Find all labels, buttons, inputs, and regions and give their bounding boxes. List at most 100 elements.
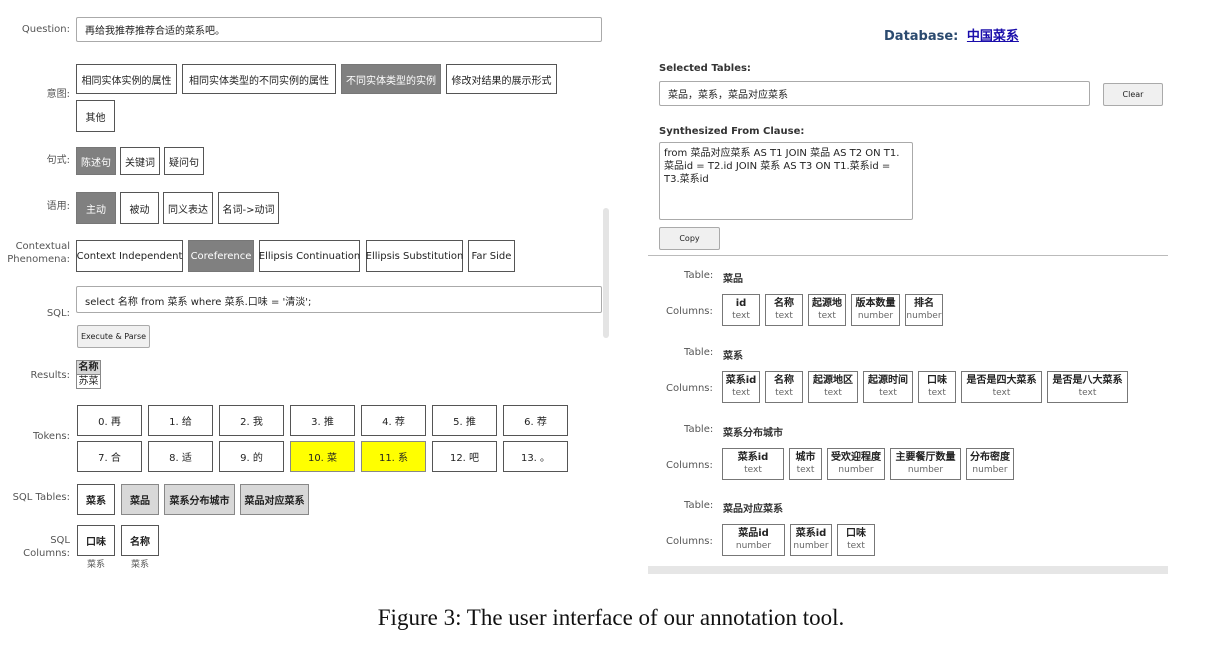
sql-input[interactable]: select 名称 from 菜系 where 菜系.口味 = '清淡'; [76, 286, 602, 313]
selected-tables-label: Selected Tables: [659, 63, 751, 74]
column-2-0[interactable]: 菜系id text [722, 448, 784, 480]
token-5[interactable]: 5. 推 [432, 405, 497, 436]
sql-table-3[interactable]: 菜品对应菜系 [240, 484, 309, 515]
sql-table-2[interactable]: 菜系分布城市 [164, 484, 235, 515]
sql-column-0[interactable]: 口味 [77, 525, 115, 556]
execute-parse-button[interactable]: Execute & Parse [77, 325, 150, 348]
figure-caption: Figure 3: The user interface of our anno… [377, 605, 845, 630]
table-name-0: 菜品 [723, 274, 743, 285]
column-name: id [735, 298, 747, 309]
column-name: 受欢迎程度 [831, 452, 881, 463]
column-1-5[interactable]: 是否是四大菜系 text [961, 371, 1042, 403]
column-2-1[interactable]: 城市 text [789, 448, 822, 480]
column-1-0[interactable]: 菜系id text [722, 371, 760, 403]
column-3-2[interactable]: 口味 text [837, 524, 875, 556]
column-type: text [732, 388, 750, 398]
column-name: 名称 [774, 298, 794, 309]
voice-option-2[interactable]: 同义表达 [163, 192, 213, 224]
token-10[interactable]: 10. 菜 [290, 441, 355, 472]
token-7[interactable]: 7. 合 [77, 441, 142, 472]
column-type: text [818, 311, 836, 321]
column-name: 菜系id [737, 452, 769, 463]
column-1-3[interactable]: 起源时间 text [863, 371, 913, 403]
table-label-0: Table: [684, 270, 714, 281]
token-9[interactable]: 9. 的 [219, 441, 284, 472]
intent-option-2[interactable]: 不同实体类型的实例 [341, 64, 441, 94]
column-1-2[interactable]: 起源地区 text [808, 371, 858, 403]
column-name: 排名 [914, 298, 934, 309]
sql-column-1[interactable]: 名称 [121, 525, 159, 556]
voice-option-3[interactable]: 名词->动词 [218, 192, 279, 224]
column-0-1[interactable]: 名称 text [765, 294, 803, 326]
token-13[interactable]: 13. 。 [503, 441, 568, 472]
column-name: 菜品id [738, 528, 769, 539]
contextual-option-2[interactable]: Ellipsis Continuation [259, 240, 360, 272]
question-label: Question: [21, 24, 70, 35]
sentence-type-option-1[interactable]: 关键词 [120, 147, 160, 175]
column-0-0[interactable]: id text [722, 294, 760, 326]
column-1-6[interactable]: 是否是八大菜系 text [1047, 371, 1128, 403]
table-name-1: 菜系 [723, 351, 743, 362]
contextual-option-3[interactable]: Ellipsis Substitution [366, 240, 463, 272]
sentence-type-option-0[interactable]: 陈述句 [76, 147, 116, 175]
contextual-option-1[interactable]: Coreference [188, 240, 254, 272]
sql-column-0-table: 菜系 [86, 560, 105, 570]
database-link[interactable]: 中国菜系 [966, 29, 1019, 44]
column-3-1[interactable]: 菜系id number [790, 524, 832, 556]
token-6[interactable]: 6. 荐 [503, 405, 568, 436]
section-divider [648, 255, 1168, 256]
token-11[interactable]: 11. 系 [361, 441, 426, 472]
voice-option-0[interactable]: 主动 [76, 192, 116, 224]
column-type: number [906, 311, 942, 321]
column-1-1[interactable]: 名称 text [765, 371, 803, 403]
column-type: number [857, 311, 894, 321]
contextual-option-4[interactable]: Far Side [468, 240, 515, 272]
column-name: 分布密度 [970, 452, 1010, 463]
from-clause-textarea[interactable]: from 菜品对应菜系 AS T1 JOIN 菜品 AS T2 ON T1.菜品… [659, 142, 913, 220]
intent-option-1[interactable]: 相同实体类型的不同实例的属性 [182, 64, 336, 94]
clear-button[interactable]: Clear [1103, 83, 1163, 106]
column-name: 版本数量 [855, 298, 896, 309]
bottom-scrollbar[interactable] [648, 566, 1168, 574]
column-name: 口味 [846, 528, 866, 539]
column-name: 菜系id [725, 375, 757, 386]
from-clause-label: Synthesized From Clause: [659, 126, 805, 137]
column-type: text [732, 311, 750, 321]
intent-option-0[interactable]: 相同实体实例的属性 [76, 64, 177, 94]
left-scrollbar[interactable] [603, 208, 609, 338]
column-type: text [775, 388, 793, 398]
column-3-0[interactable]: 菜品id number [722, 524, 785, 556]
intent-option-3[interactable]: 修改对结果的展示形式 [446, 64, 557, 94]
token-2[interactable]: 2. 我 [219, 405, 284, 436]
sql-label: SQL: [46, 308, 70, 319]
column-0-2[interactable]: 起源地 text [808, 294, 846, 326]
sql-columns-label-line1: SQL [50, 535, 70, 546]
sql-table-1[interactable]: 菜品 [121, 484, 159, 515]
column-0-4[interactable]: 排名 number [905, 294, 943, 326]
question-input[interactable]: 再给我推荐推荐合适的菜系吧。 [76, 17, 602, 42]
token-0[interactable]: 0. 再 [77, 405, 142, 436]
column-2-3[interactable]: 主要餐厅数量 number [890, 448, 961, 480]
column-type: number [972, 465, 1008, 475]
column-2-2[interactable]: 受欢迎程度 number [827, 448, 885, 480]
token-3[interactable]: 3. 推 [290, 405, 355, 436]
column-1-4[interactable]: 口味 text [918, 371, 956, 403]
column-type: number [793, 541, 829, 551]
sentence-type-option-2[interactable]: 疑问句 [164, 147, 204, 175]
voice-option-1[interactable]: 被动 [120, 192, 159, 224]
token-12[interactable]: 12. 吧 [432, 441, 497, 472]
column-2-4[interactable]: 分布密度 number [966, 448, 1014, 480]
token-1[interactable]: 1. 给 [148, 405, 213, 436]
intent-option-4[interactable]: 其他 [76, 100, 115, 132]
selected-tables-input[interactable]: 菜品，菜系，菜品对应菜系 [659, 81, 1090, 106]
contextual-option-0[interactable]: Context Independent [76, 240, 183, 272]
column-type: text [928, 388, 946, 398]
sql-table-0[interactable]: 菜系 [77, 484, 115, 515]
token-4[interactable]: 4. 荐 [361, 405, 426, 436]
column-0-3[interactable]: 版本数量 number [851, 294, 900, 326]
copy-button[interactable]: Copy [659, 227, 720, 250]
column-name: 是否是四大菜系 [966, 375, 1037, 386]
results-label: Results: [30, 370, 70, 381]
token-8[interactable]: 8. 适 [148, 441, 213, 472]
column-type: text [824, 388, 842, 398]
